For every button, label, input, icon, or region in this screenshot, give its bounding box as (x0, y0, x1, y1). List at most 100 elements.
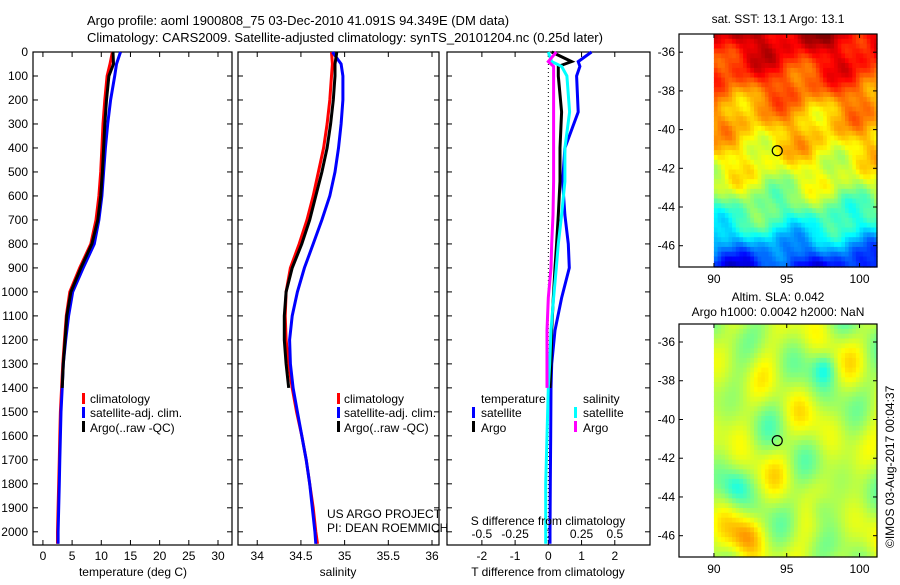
heatmap-cell (834, 416, 839, 422)
heatmap-cell (779, 464, 784, 470)
heatmap-cell (732, 353, 737, 359)
heatmap-cell (717, 155, 722, 161)
heatmap-cell (779, 101, 784, 108)
heatmap-cell (848, 246, 853, 253)
heatmap-cell (790, 155, 795, 161)
heatmap-cell (815, 193, 821, 200)
heatmap-cell (866, 478, 871, 485)
heatmap-cell (823, 508, 828, 514)
heatmap-cell (841, 237, 846, 243)
heatmap-cell (808, 48, 813, 54)
heatmap-cell (845, 348, 850, 354)
heatmap-cell (801, 338, 806, 344)
heatmap-cell (775, 145, 780, 151)
heatmap-cell (845, 353, 850, 359)
heatmap-cell (841, 256, 846, 262)
heatmap-cell (761, 140, 766, 146)
x-tick-label: 10 (95, 549, 109, 563)
heatmap-cell (852, 174, 857, 180)
heatmap-cell (804, 53, 810, 59)
heatmap-cell (874, 63, 878, 69)
heatmap-cell (775, 237, 780, 243)
heatmap-cell (859, 338, 864, 344)
heatmap-cell (845, 420, 850, 427)
heatmap-cell (834, 474, 839, 480)
heatmap-cell (866, 169, 871, 175)
heatmap-cell (768, 551, 773, 557)
heatmap-cell (863, 391, 868, 398)
heatmap-cell (866, 391, 871, 398)
heatmap-cell (768, 208, 773, 214)
heatmap-cell (848, 150, 853, 156)
heatmap-cell (834, 532, 839, 538)
heatmap-cell (815, 440, 821, 446)
heatmap-cell (790, 96, 795, 103)
heatmap-cell (775, 430, 780, 436)
heatmap-cell (750, 357, 755, 364)
heatmap-cell (830, 184, 835, 190)
heatmap-cell (790, 532, 795, 538)
heatmap-cell (783, 208, 788, 214)
heatmap-cell (721, 348, 726, 354)
heatmap-cell (764, 469, 770, 475)
heatmap-cell (786, 508, 791, 514)
heatmap-cell (823, 208, 828, 214)
heatmap-cell (750, 512, 755, 519)
heatmap-cell (761, 445, 766, 451)
heatmap-cell (848, 111, 853, 117)
heatmap-cell (841, 203, 846, 209)
heatmap-cell (721, 222, 726, 229)
heatmap-cell (870, 338, 875, 344)
heatmap-cell (779, 541, 784, 548)
heatmap-cell (728, 353, 733, 359)
heatmap-cell (834, 503, 839, 509)
heatmap-cell (743, 483, 748, 490)
heatmap-cell (852, 43, 857, 50)
heatmap-cell (739, 498, 744, 504)
heatmap-cell (790, 372, 795, 378)
heatmap-cell (870, 92, 875, 98)
heatmap-cell (728, 532, 733, 538)
heatmap-cell (794, 459, 799, 465)
heatmap-cell (739, 130, 744, 137)
heatmap-cell (721, 150, 726, 156)
heatmap-cell (743, 140, 748, 146)
heatmap-cell (870, 474, 875, 480)
heatmap-cell (848, 469, 853, 475)
heatmap-cell (812, 541, 817, 548)
heatmap-cell (743, 58, 748, 64)
heatmap-cell (768, 483, 773, 490)
heatmap-cell (754, 164, 759, 170)
heatmap-cell (812, 67, 817, 74)
heatmap-cell (826, 38, 831, 45)
heatmap-cell (855, 493, 861, 499)
heatmap-cell (768, 478, 773, 485)
heatmap-cell (855, 478, 861, 485)
heatmap-cell (768, 145, 773, 151)
heatmap-cell (852, 256, 857, 262)
heatmap-cell (717, 324, 722, 330)
heatmap-cell (732, 179, 737, 185)
heatmap-cell (863, 483, 868, 490)
heatmap-cell (790, 203, 795, 209)
heatmap-cell (812, 338, 817, 344)
heatmap-cell (757, 101, 762, 108)
heatmap-cell (772, 386, 777, 393)
heatmap-cell (823, 101, 828, 108)
heatmap-cell (761, 203, 766, 209)
heatmap-cell (786, 401, 791, 407)
heatmap-cell (768, 67, 773, 74)
heatmap-cell (713, 150, 719, 156)
heatmap-cell (713, 382, 719, 388)
heatmap-cell (750, 246, 755, 253)
heatmap-cell (786, 425, 791, 432)
heatmap-cell (786, 464, 791, 470)
heatmap-cell (790, 512, 795, 519)
heatmap-cell (775, 150, 780, 156)
heatmap-cell (783, 362, 788, 369)
heatmap-cell (721, 391, 726, 398)
heatmap-cell (874, 232, 878, 238)
heatmap-cell (834, 382, 839, 388)
heatmap-cell (845, 63, 850, 69)
heatmap-cell (775, 53, 780, 59)
